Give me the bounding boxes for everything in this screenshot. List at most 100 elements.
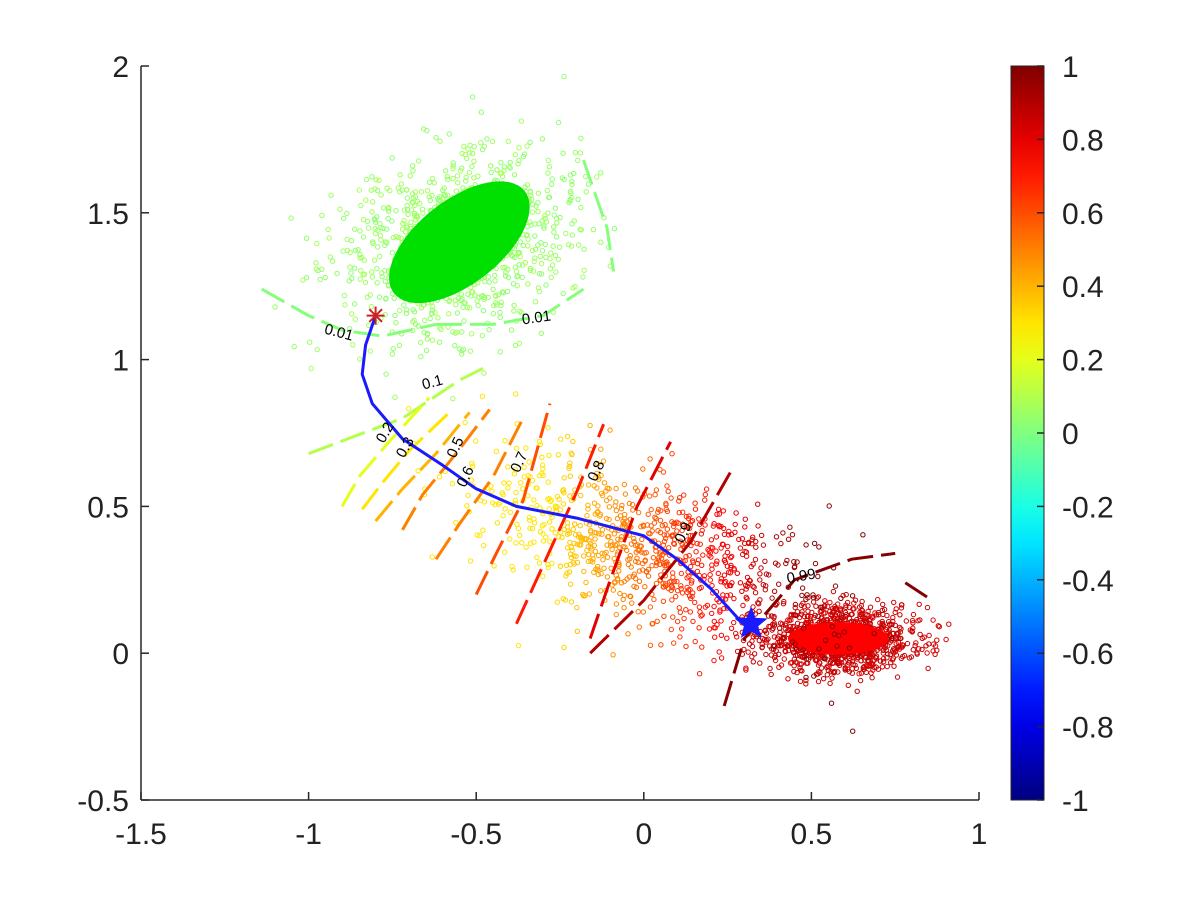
scatter-point: [733, 630, 739, 637]
scatter-point: [810, 599, 817, 605]
scatter-point: [516, 262, 522, 268]
scatter-point: [307, 339, 313, 345]
scatter-point: [372, 217, 378, 223]
scatter-point: [797, 678, 804, 685]
scatter-point: [460, 185, 466, 191]
scatter-point: [891, 663, 897, 669]
scatter-point: [513, 268, 520, 275]
scatter-point: [740, 551, 746, 558]
scatter-point: [782, 626, 788, 632]
scatter-point: [798, 653, 804, 659]
scatter-point: [567, 188, 574, 195]
scatter-point: [467, 305, 473, 311]
scatter-point: [513, 489, 519, 496]
scatter-point: [651, 596, 657, 603]
scatter-point: [379, 270, 385, 276]
scatter-point: [760, 542, 767, 548]
scatter-point: [892, 622, 898, 629]
scatter-point: [567, 539, 573, 546]
scatter-point: [600, 557, 606, 563]
scatter-point: [908, 654, 914, 660]
scatter-point: [474, 532, 480, 538]
scatter-point: [510, 567, 516, 573]
scatter-point: [629, 501, 636, 508]
scatter-point: [480, 308, 487, 314]
scatter-point: [350, 342, 356, 348]
scatter-point: [822, 598, 828, 604]
scatter-point: [828, 700, 835, 706]
scatter-point: [820, 676, 827, 682]
scatter-point: [532, 299, 539, 305]
scatter-point: [661, 532, 667, 538]
scatter-point: [545, 210, 551, 216]
scatter-point: [737, 580, 744, 586]
scatter-point: [564, 433, 571, 440]
scatter-point: [696, 604, 703, 610]
scatter-point: [815, 662, 822, 668]
scatter-point: [791, 564, 798, 571]
scatter-point: [849, 593, 856, 599]
scatter-point: [427, 197, 434, 204]
scatter-point: [792, 604, 798, 611]
scatter-point: [769, 595, 775, 601]
scatter-point: [397, 307, 403, 314]
scatter-point: [755, 523, 761, 529]
scatter-point: [618, 537, 624, 543]
scatter-point: [755, 600, 761, 606]
scatter-point: [794, 652, 801, 659]
scatter-point: [435, 315, 441, 321]
scatter-point: [372, 230, 378, 237]
scatter-point: [478, 109, 485, 115]
contour-line: [904, 581, 933, 602]
scatter-point: [696, 625, 702, 631]
scatter-point: [617, 590, 623, 597]
scatter-point: [865, 658, 871, 664]
scatter-point: [673, 593, 679, 600]
scatter-point: [832, 583, 839, 589]
scatter-point: [596, 531, 602, 537]
scatter-point: [546, 164, 552, 170]
scatter-point: [751, 651, 758, 657]
scatter-point: [546, 452, 552, 459]
scatter-point: [581, 246, 587, 252]
scatter-point: [545, 425, 551, 431]
scatter-point: [519, 540, 525, 546]
scatter-point: [762, 558, 768, 564]
scatter-point: [757, 660, 763, 666]
scatter-point: [530, 201, 536, 208]
scatter-point: [721, 531, 728, 538]
scatter-point: [596, 476, 602, 482]
scatter-point: [344, 210, 350, 217]
scatter-point: [410, 307, 416, 313]
scatter-point: [702, 522, 708, 528]
scatter-point: [850, 606, 856, 612]
scatter-point: [803, 677, 809, 684]
scatter-point: [382, 242, 388, 249]
scatter-point: [739, 588, 745, 594]
scatter-point: [577, 523, 583, 529]
scatter-point: [613, 485, 619, 492]
scatter-point: [601, 480, 608, 486]
scatter-point: [776, 625, 783, 631]
scatter-point: [560, 150, 566, 156]
scatter-point: [748, 563, 754, 570]
scatter-point: [327, 254, 333, 260]
scatter-point: [706, 626, 713, 632]
scatter-point: [570, 526, 576, 533]
scatter-point: [867, 616, 874, 622]
scatter-point: [772, 657, 779, 664]
scatter-point: [803, 542, 809, 548]
scatter-point: [461, 143, 467, 150]
scatter-point: [507, 536, 513, 542]
y-tick-label: 2: [112, 51, 129, 84]
scatter-point: [500, 290, 507, 296]
scatter-point: [548, 497, 554, 503]
scatter-point: [832, 613, 838, 620]
scatter-point: [678, 583, 684, 589]
scatter-point: [715, 506, 722, 512]
scatter-point: [526, 459, 532, 465]
scatter-point: [749, 541, 755, 547]
scatter-point: [325, 226, 331, 233]
scatter-point: [429, 554, 435, 560]
scatter-point: [516, 157, 522, 164]
